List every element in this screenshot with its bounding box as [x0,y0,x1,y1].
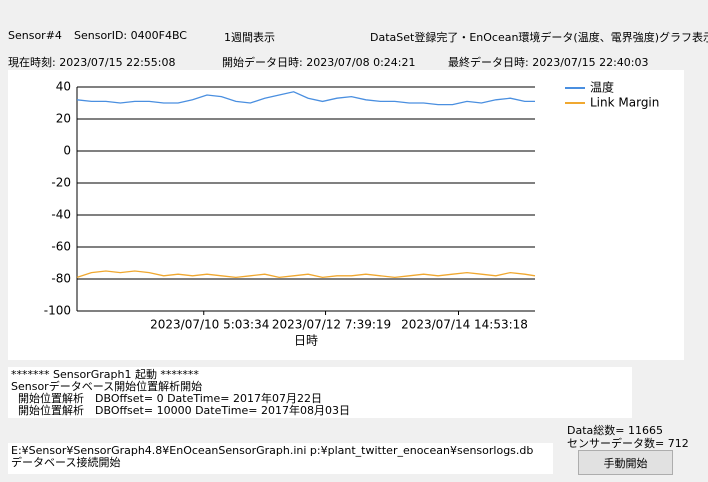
series-line [76,91,535,106]
legend-label: Link Margin [590,96,659,110]
y-tick-label: -60 [51,240,71,254]
sensor-label: Sensor#4 [8,29,62,42]
y-tick-label: -20 [51,176,71,190]
y-tick-label: -80 [51,272,71,286]
log-line: データベース接続開始 [11,456,121,469]
sensor-count: センサーデータ数= 712 [567,437,689,450]
now-time: 現在時刻: 2023/07/15 22:55:08 [8,56,176,69]
y-tick-label: 20 [56,112,71,126]
last-time: 最終データ日時: 2023/07/15 22:40:03 [448,56,649,69]
sensor-id: SensorID: 0400F4BC [74,29,187,42]
series-line [76,270,536,279]
log-box: ******* SensorGraph1 起動 ******* Sensorデータ… [8,367,632,418]
start-time: 開始データ日時: 2023/07/08 0:24:21 [222,56,416,69]
y-tick-label: -100 [44,304,71,318]
x-tick-label: 2023/07/14 14:53:18 [401,318,528,332]
log-line: ******* SensorGraph1 起動 ******* [11,368,199,381]
manual-start-button[interactable]: 手動開始 [578,450,673,475]
log-line: 開始位置解析 DBOffset= 0 DateTime= 2017年07月22日 [11,392,322,405]
log-box: E:¥Sensor¥SensorGraph4.8¥EnOceanSensorGr… [8,443,553,474]
y-tick-label: -40 [51,208,71,222]
log-line: E:¥Sensor¥SensorGraph4.8¥EnOceanSensorGr… [11,444,534,457]
log-line: Sensorデータベース開始位置解析開始 [11,380,203,393]
period: 1週間表示 [224,31,275,44]
status: DataSet登録完了・EnOcean環境データ(温度、電界強度)グラフ表示完 [370,31,708,44]
y-tick-label: 0 [63,144,71,158]
x-axis-label: 日時 [294,334,318,348]
y-tick-label: 40 [56,80,71,94]
log-line: 開始位置解析 DBOffset= 10000 DateTime= 2017年08… [11,404,350,417]
legend-label: 温度 [590,80,614,95]
x-tick-label: 2023/07/12 7:39:19 [272,318,391,332]
x-tick-label: 2023/07/10 5:03:34 [150,318,269,332]
data-total: Data総数= 11665 [567,424,663,437]
